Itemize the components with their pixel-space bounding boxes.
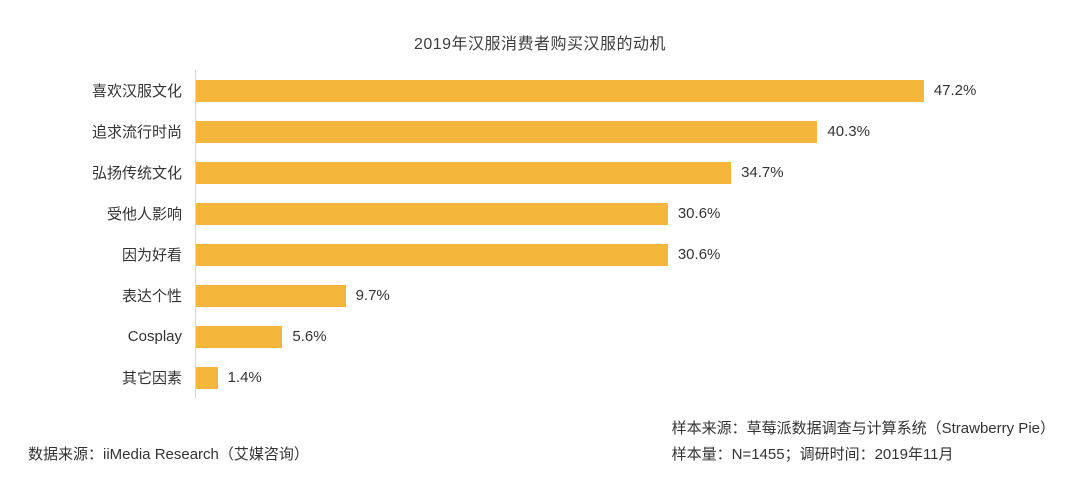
category-label: Cosplay (127, 328, 182, 345)
bar-plot-area: 30.6% (195, 234, 967, 275)
bar (196, 366, 218, 389)
category-label: 其它因素 (121, 370, 182, 387)
bar (196, 284, 346, 307)
bar-row: 喜欢汉服文化 47.2% (0, 70, 1080, 111)
value-label: 30.6% (677, 246, 721, 263)
sample-size-line: 样本量：N=1455；调研时间：2019年11月 (671, 446, 954, 463)
bar-row: 因为好看 30.6% (0, 234, 1080, 275)
category-label: 表达个性 (121, 288, 182, 305)
bar-plot-area: 30.6% (195, 193, 967, 234)
bar-plot-area: 1.4% (195, 357, 967, 398)
bar (196, 243, 668, 266)
data-source-note: 数据来源：iiMedia Research（艾媒咨询） (28, 446, 309, 463)
bar (196, 79, 924, 102)
category-label: 受他人影响 (106, 206, 182, 223)
sample-source-line: 样本来源：草莓派数据调查与计算系统（Strawberry Pie） (671, 420, 1055, 437)
bar-row: 其它因素 1.4% (0, 357, 1080, 398)
value-label: 47.2% (933, 82, 977, 99)
category-label: 因为好看 (121, 247, 182, 264)
bar (196, 202, 668, 225)
category-label: 弘扬传统文化 (91, 165, 182, 182)
bar-plot-area: 9.7% (195, 275, 967, 316)
sample-info-note: 样本来源：草莓派数据调查与计算系统（Strawberry Pie） 样本量：N=… (672, 416, 1055, 468)
category-label: 追求流行时尚 (91, 124, 182, 141)
bar-row: 追求流行时尚 40.3% (0, 111, 1080, 152)
bar-plot-area: 47.2% (195, 70, 976, 111)
value-label: 9.7% (355, 287, 390, 304)
bar-plot-area: 40.3% (195, 111, 967, 152)
value-label: 5.6% (292, 328, 327, 345)
bar-row: 受他人影响 30.6% (0, 193, 1080, 234)
value-label: 1.4% (227, 369, 262, 386)
bar-chart: 喜欢汉服文化 47.2% 追求流行时尚 40.3% 弘扬传统文化 34.7% 受他人影响 30… (0, 70, 1080, 398)
category-label: 喜欢汉服文化 (91, 83, 182, 100)
bar (196, 161, 732, 184)
bar-row: 弘扬传统文化 34.7% (0, 152, 1080, 193)
value-label: 34.7% (741, 164, 784, 181)
bar-row: 表达个性 9.7% (0, 275, 1080, 316)
bar (196, 325, 283, 348)
footer: 数据来源：iiMedia Research（艾媒咨询） 样本来源：草莓派数据调查… (0, 416, 1080, 468)
bar-plot-area: 5.6% (195, 316, 967, 357)
chart-title: 2019年汉服消费者购买汉服的动机 (413, 36, 667, 53)
bar (196, 120, 818, 143)
value-label: 40.3% (827, 123, 870, 140)
bar-row: Cosplay 5.6% (0, 316, 1080, 357)
bar-plot-area: 34.7% (195, 152, 967, 193)
value-label: 30.6% (677, 205, 721, 222)
